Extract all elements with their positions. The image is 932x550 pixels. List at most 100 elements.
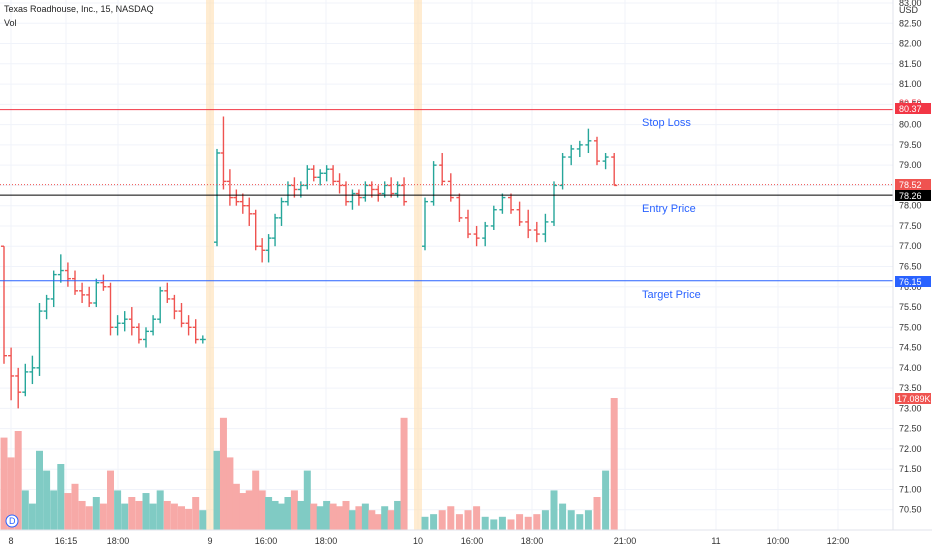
y-tick-label: 78.00 <box>899 201 922 211</box>
volume-bar <box>464 510 472 530</box>
volume-bar <box>576 514 584 530</box>
volume-bar <box>21 490 29 530</box>
volume-bar <box>114 490 122 530</box>
volume-bar <box>336 506 344 530</box>
ohlc-bar <box>15 367 22 409</box>
y-tick-label: 74.50 <box>899 343 922 353</box>
ohlc-bar <box>43 294 50 320</box>
y-tick-label: 76.50 <box>899 262 922 272</box>
ohlc-bar <box>57 254 64 283</box>
dividend-marker-label: D <box>9 516 16 526</box>
volume-bar <box>245 490 253 530</box>
volume-indicator-label[interactable]: Vol <box>4 18 17 28</box>
volume-bar <box>541 510 549 530</box>
x-tick-label: 10:00 <box>767 536 790 546</box>
ohlc-bar <box>100 274 107 291</box>
y-tick-label: 72.00 <box>899 444 922 454</box>
ohlc-bar <box>220 116 227 190</box>
volume-bar <box>0 437 8 530</box>
ohlc-bar <box>447 173 454 202</box>
volume-bar <box>297 500 305 530</box>
ohlc-bar <box>272 213 279 247</box>
ohlc-bar <box>304 165 311 190</box>
ohlc-bar <box>164 282 171 303</box>
x-tick-label: 16:15 <box>55 536 78 546</box>
ohlc-bar <box>107 282 114 336</box>
stop-loss-price-label: 80.37 <box>899 104 922 114</box>
volume-bar <box>455 514 463 530</box>
volume-bar <box>156 490 164 530</box>
ohlc-bar <box>323 165 330 182</box>
ohlc-bar <box>22 363 29 397</box>
ohlc-bar <box>568 144 575 166</box>
volume-bar <box>524 516 532 530</box>
volume-bar <box>92 497 100 530</box>
volume-bar <box>64 493 72 530</box>
y-tick-label: 74.00 <box>899 363 922 373</box>
ohlc-bar <box>214 148 220 247</box>
y-tick-label: 79.50 <box>899 140 922 150</box>
entry-price-annotation[interactable]: Entry Price <box>642 203 696 215</box>
volume-bar <box>14 431 22 530</box>
volume-bar <box>584 510 592 530</box>
y-tick-label: 81.50 <box>899 59 922 69</box>
ohlc-bar <box>185 315 192 336</box>
volume-bar <box>121 503 129 530</box>
ohlc-bar <box>150 315 157 336</box>
volume-bar <box>142 493 150 530</box>
volume-bar <box>50 490 58 530</box>
volume-bar <box>278 503 285 530</box>
price-axis[interactable]: 83.0082.5082.0081.5081.0080.5080.0079.50… <box>899 0 922 515</box>
session-break-band <box>414 0 422 530</box>
ohlc-bar <box>192 319 199 344</box>
volume-bar <box>128 497 136 530</box>
dividend-marker[interactable]: D <box>5 514 19 528</box>
ohlc-bar <box>482 221 489 247</box>
volume-bar <box>550 490 558 530</box>
time-axis[interactable]: 8 16:15 18:00 9 16:00 18:00 10 16:00 18:00 21:00 1… <box>8 536 849 546</box>
volume-bar <box>219 417 227 530</box>
volume-bar <box>400 417 408 530</box>
volume-bar <box>567 510 575 530</box>
volume-bar <box>7 457 15 530</box>
volume-bar <box>610 398 618 530</box>
volume-bar <box>78 500 86 530</box>
volume-bar <box>163 500 171 530</box>
volume-bar <box>290 490 298 530</box>
ohlc-bar <box>576 140 583 158</box>
session-break-bands <box>206 0 422 530</box>
y-tick-label: 82.00 <box>899 39 922 49</box>
ohlc-bar <box>594 136 600 166</box>
y-tick-label: 75.00 <box>899 322 922 332</box>
target-price-annotation[interactable]: Target Price <box>642 289 701 301</box>
volume-bar <box>57 464 65 530</box>
y-tick-label: 82.50 <box>899 18 922 28</box>
y-tick-label: 75.50 <box>899 302 922 312</box>
ohlc-bar <box>265 234 272 263</box>
ohlc-bar <box>317 169 324 186</box>
ohlc-bar <box>525 209 532 239</box>
ohlc-bar <box>355 189 362 206</box>
volume-bar <box>323 500 331 530</box>
stop-loss-annotation[interactable]: Stop Loss <box>642 117 691 129</box>
volume-bar <box>516 514 524 530</box>
ohlc-bar <box>259 238 266 263</box>
ohlc-bar <box>8 347 15 401</box>
ohlc-bar <box>542 213 549 243</box>
ohlc-bar <box>375 185 382 202</box>
ohlc-bar <box>551 181 557 226</box>
volume-bar <box>421 516 429 530</box>
ohlc-bar <box>114 315 121 336</box>
volume-bar <box>85 506 93 530</box>
ohlc-bar <box>611 152 618 187</box>
volume-bar <box>226 457 234 530</box>
volume-bar <box>284 497 292 530</box>
volume-bar <box>135 500 143 530</box>
volume-bar <box>438 510 446 530</box>
x-tick-label: 16:00 <box>461 536 484 546</box>
volume-bar <box>213 450 221 530</box>
ohlc-bar <box>456 193 463 222</box>
price-bars <box>1 116 618 409</box>
